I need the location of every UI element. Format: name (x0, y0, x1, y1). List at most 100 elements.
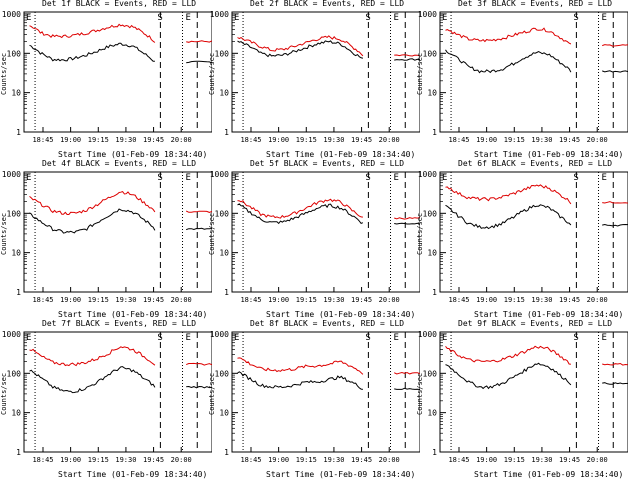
y-tick-label: 1 (224, 128, 229, 137)
lld-series-line (29, 346, 156, 367)
lld-series-line (237, 35, 364, 57)
x-tick-label: 18:45 (32, 296, 53, 304)
marker-label: E (602, 173, 607, 183)
x-tick-label: 19:30 (115, 136, 136, 144)
events-series-post-segment (186, 385, 212, 389)
x-tick-label: 19:30 (115, 456, 136, 464)
panel-title: Det 8f BLACK = Events, RED = LLD (250, 319, 405, 328)
lld-series-post-segment (186, 362, 212, 366)
marker-label: E (442, 333, 447, 343)
x-axis-title: Start Time (01-Feb-09 18:34:40) (474, 470, 624, 479)
y-tick-label: 100 (423, 49, 438, 58)
x-tick-label: 19:15 (296, 456, 317, 464)
x-axis-title: Start Time (01-Feb-09 18:34:40) (266, 470, 416, 479)
y-tick-label: 1000 (210, 330, 229, 339)
x-tick-label: 19:00 (268, 136, 289, 144)
panel-plot: 1 10 100 1000 18:45 19:00 19:15 19:30 19:45 20:00… (418, 170, 628, 304)
x-tick-label: 19:15 (296, 136, 317, 144)
events-series-line (237, 40, 364, 59)
panel-title: Det 7f BLACK = Events, RED = LLD (42, 319, 197, 328)
detector-panel-9: Det 9f BLACK = Events, RED = LLD Start Ti… (416, 319, 628, 480)
x-tick-label: 19:00 (60, 456, 81, 464)
lld-series-post-segment (393, 371, 420, 375)
lld-series-line (445, 184, 572, 205)
marker-label: S (157, 333, 162, 343)
events-series-line (445, 49, 572, 74)
y-tick-label: 1000 (418, 330, 437, 339)
y-tick-label: 10 (219, 89, 229, 98)
marker-label: S (573, 173, 578, 183)
marker-label: E (394, 13, 399, 23)
x-tick-label: 18:45 (448, 456, 469, 464)
detector-panel-8: Det 8f BLACK = Events, RED = LLD Start Ti… (208, 319, 420, 480)
y-tick-label: 1000 (210, 10, 229, 19)
y-tick-label: 10 (11, 249, 21, 258)
lld-series-post-segment (602, 201, 628, 204)
marker-label: E (234, 13, 239, 23)
x-tick-label: 19:30 (323, 296, 344, 304)
events-series-line (29, 208, 156, 234)
x-tick-label: 18:45 (240, 136, 261, 144)
events-series-line (237, 203, 364, 225)
detector-panel-7: Det 7f BLACK = Events, RED = LLD Start Ti… (0, 319, 212, 480)
marker-label: S (157, 13, 162, 23)
marker-label: E (26, 173, 31, 183)
panel-title: Det 9f BLACK = Events, RED = LLD (458, 319, 613, 328)
events-series-line (29, 366, 156, 394)
x-axis-title: Start Time (01-Feb-09 18:34:40) (266, 310, 416, 319)
plot-frame (231, 11, 420, 133)
x-tick-label: 19:00 (476, 296, 497, 304)
detector-panel-4: Det 4f BLACK = Events, RED = LLD Start Ti… (0, 159, 212, 320)
x-tick-label: 18:45 (448, 136, 469, 144)
events-series-post-segment (602, 382, 628, 385)
x-tick-label: 19:15 (88, 136, 109, 144)
marker-label: E (234, 333, 239, 343)
y-tick-label: 100 (215, 209, 230, 218)
lld-series-line (237, 198, 363, 219)
y-tick-label: 1 (16, 128, 21, 137)
lld-series-post-segment (185, 210, 212, 213)
y-tick-label: 1000 (2, 10, 21, 19)
lld-series-line (29, 23, 156, 43)
x-axis-title: Start Time (01-Feb-09 18:34:40) (474, 310, 624, 319)
x-tick-label: 19:15 (504, 456, 525, 464)
lld-series-post-segment (602, 44, 628, 47)
events-series-line (445, 204, 572, 230)
x-tick-label: 18:45 (448, 296, 469, 304)
events-series-line (29, 42, 155, 62)
y-tick-label: 1 (432, 128, 437, 137)
x-tick-label: 19:30 (531, 136, 552, 144)
y-tick-label: 1000 (2, 170, 21, 179)
y-tick-label: 1 (224, 288, 229, 297)
y-tick-label: 1000 (418, 10, 437, 19)
detector-panel-5: Det 5f BLACK = Events, RED = LLD Start Ti… (208, 159, 420, 320)
marker-label: S (157, 173, 162, 183)
marker-label: E (186, 333, 191, 343)
x-tick-label: 19:45 (143, 296, 164, 304)
x-tick-label: 19:45 (559, 456, 580, 464)
lld-series-post-segment (186, 40, 212, 43)
marker-label: E (602, 333, 607, 343)
y-tick-label: 100 (215, 369, 230, 378)
panel-plot: 1 10 100 1000 18:45 19:00 19:15 19:30 19:45 20:00… (2, 10, 212, 144)
events-series-post-segment (394, 222, 420, 225)
marker-label: S (573, 13, 578, 23)
plot-frame (23, 11, 212, 133)
y-tick-label: 10 (427, 249, 437, 258)
y-tick-label: 1000 (418, 170, 437, 179)
panel-title: Det 5f BLACK = Events, RED = LLD (250, 159, 405, 168)
y-tick-label: 1 (16, 448, 21, 457)
x-tick-label: 19:15 (296, 296, 317, 304)
detector-panel-1: Det 1f BLACK = Events, RED = LLD Start Ti… (0, 0, 212, 160)
x-tick-label: 20:00 (171, 296, 192, 304)
plot-frame (23, 331, 212, 453)
marker-label: E (394, 333, 399, 343)
detector-panel-6: Det 6f BLACK = Events, RED = LLD Start Ti… (416, 159, 628, 320)
y-tick-label: 100 (423, 369, 438, 378)
y-tick-label: 100 (215, 49, 230, 58)
panel-plot: 1 10 100 1000 18:45 19:00 19:15 19:30 19:45 20:00… (418, 330, 628, 464)
panel-title: Det 3f BLACK = Events, RED = LLD (458, 0, 613, 8)
marker-label: E (442, 173, 447, 183)
x-tick-label: 18:45 (240, 296, 261, 304)
x-tick-label: 18:45 (32, 136, 53, 144)
